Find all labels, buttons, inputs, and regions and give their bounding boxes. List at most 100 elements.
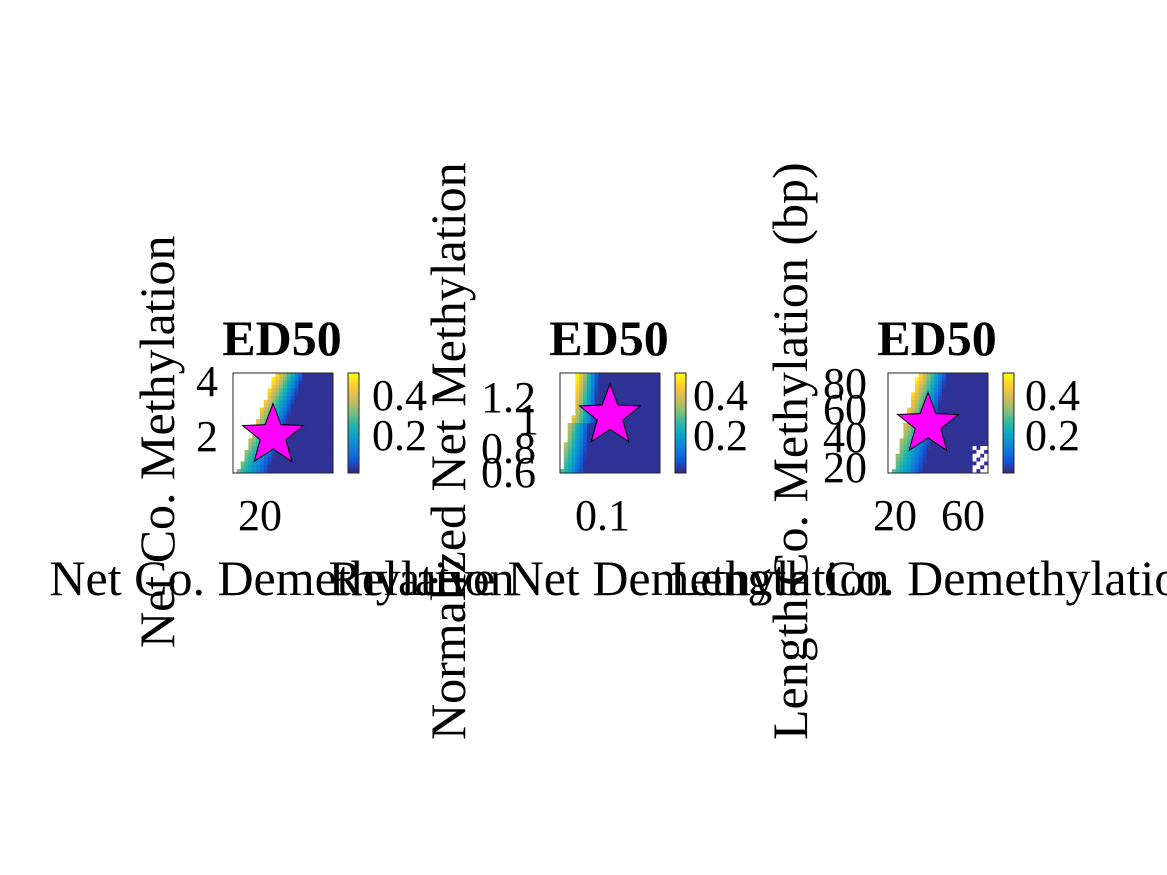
heatmap-cell <box>980 465 985 470</box>
heatmap-cell <box>636 423 642 428</box>
heatmap-cell <box>271 392 276 397</box>
heatmap-cell <box>317 380 322 386</box>
heatmap-cell <box>286 388 292 393</box>
heatmap-cell <box>321 376 326 382</box>
heatmap-cell <box>613 461 619 466</box>
heatmap-cell <box>957 423 962 428</box>
heatmap-cell <box>575 396 580 401</box>
heatmap-cell <box>317 434 322 439</box>
heatmap-cell <box>976 442 981 447</box>
colorbar-segment <box>1003 448 1014 451</box>
heatmap-cell <box>298 392 303 397</box>
colorbar-segment <box>675 405 686 409</box>
heatmap-cell <box>613 392 619 397</box>
heatmap-cell <box>575 465 580 470</box>
heatmap-cell <box>648 457 653 462</box>
heatmap-cell <box>325 461 330 466</box>
heatmap-cell <box>329 403 334 409</box>
heatmap-cell <box>248 461 253 466</box>
heatmap-cell <box>652 373 657 378</box>
heatmap-cell <box>953 465 958 470</box>
heatmap-cell <box>640 438 646 443</box>
heatmap-cell <box>922 453 927 459</box>
heatmap-cell <box>275 399 280 405</box>
heatmap-cell <box>984 469 989 474</box>
heatmap-cell <box>325 449 330 455</box>
heatmap-cell <box>918 453 924 459</box>
heatmap-cell <box>256 461 261 466</box>
heatmap-cell <box>325 384 330 389</box>
heatmap-cell <box>972 388 977 393</box>
heatmap-cell <box>633 434 638 439</box>
heatmap-cell <box>945 388 951 393</box>
heatmap-cell <box>656 430 661 436</box>
heatmap-cell <box>941 465 947 470</box>
heatmap-cell <box>294 399 299 405</box>
heatmap-cell <box>313 449 319 455</box>
heatmap-cell <box>934 407 939 412</box>
heatmap-cell <box>957 373 962 378</box>
heatmap-cell <box>267 453 272 459</box>
heatmap-cell <box>236 388 242 393</box>
heatmap-cell <box>283 396 288 401</box>
heatmap-cell <box>579 434 584 439</box>
heatmap-cell <box>633 449 638 455</box>
heatmap-cell <box>633 396 638 401</box>
heatmap-cell <box>563 449 569 455</box>
heatmap-cell <box>644 465 649 470</box>
heatmap-cell <box>290 465 296 470</box>
heatmap-cell <box>984 388 989 393</box>
heatmap-cell <box>248 376 253 382</box>
colorbar-segment <box>348 430 359 434</box>
heatmap-cell <box>575 449 580 455</box>
colorbar-segment <box>348 443 359 446</box>
heatmap-cell <box>302 469 307 474</box>
heatmap-cell <box>656 419 661 424</box>
heatmap-cell <box>633 376 638 382</box>
heatmap-cell <box>579 419 584 424</box>
heatmap-cell <box>329 423 334 428</box>
heatmap-cell <box>560 430 565 436</box>
heatmap-cell <box>976 446 981 451</box>
heatmap-cell <box>640 457 646 462</box>
heatmap-cell <box>984 434 989 439</box>
heatmap-cell <box>911 373 916 378</box>
heatmap-cell <box>252 419 257 424</box>
heatmap-cell <box>629 442 634 447</box>
heatmap-plot <box>887 372 1015 474</box>
heatmap-cell <box>961 384 966 389</box>
heatmap-cell <box>248 446 253 451</box>
heatmap-cell <box>891 453 897 459</box>
heatmap-cell <box>976 457 981 462</box>
heatmap-cell <box>252 446 257 451</box>
heatmap-cell <box>625 426 630 432</box>
heatmap-cell <box>625 396 630 401</box>
heatmap-cell <box>953 419 958 424</box>
heatmap-cell <box>941 469 947 474</box>
heatmap-cell <box>602 438 607 443</box>
heatmap-cell <box>957 384 962 389</box>
heatmap-cell <box>922 442 927 447</box>
heatmap-cell <box>298 442 303 447</box>
heatmap-cell <box>586 446 592 451</box>
heatmap-cell <box>648 423 653 428</box>
heatmap-cell <box>602 453 607 459</box>
heatmap-cell <box>321 388 326 393</box>
heatmap-cell <box>252 380 257 386</box>
heatmap-cell <box>968 457 974 462</box>
heatmap-cell <box>252 434 257 439</box>
heatmap-cell <box>640 419 646 424</box>
heatmap-cell <box>571 457 576 462</box>
axes-frame <box>232 372 334 474</box>
heatmap-cell <box>968 376 974 382</box>
heatmap-cell <box>236 449 242 455</box>
heatmap-cell <box>575 411 580 416</box>
heatmap-cell <box>586 392 592 397</box>
heatmap-cell <box>907 384 912 389</box>
heatmap-cell <box>961 423 966 428</box>
heatmap-cell <box>888 469 893 474</box>
heatmap-cell <box>244 419 249 424</box>
heatmap-cell <box>579 392 584 397</box>
heatmap-cell <box>290 434 296 439</box>
heatmap-cell <box>298 469 303 474</box>
